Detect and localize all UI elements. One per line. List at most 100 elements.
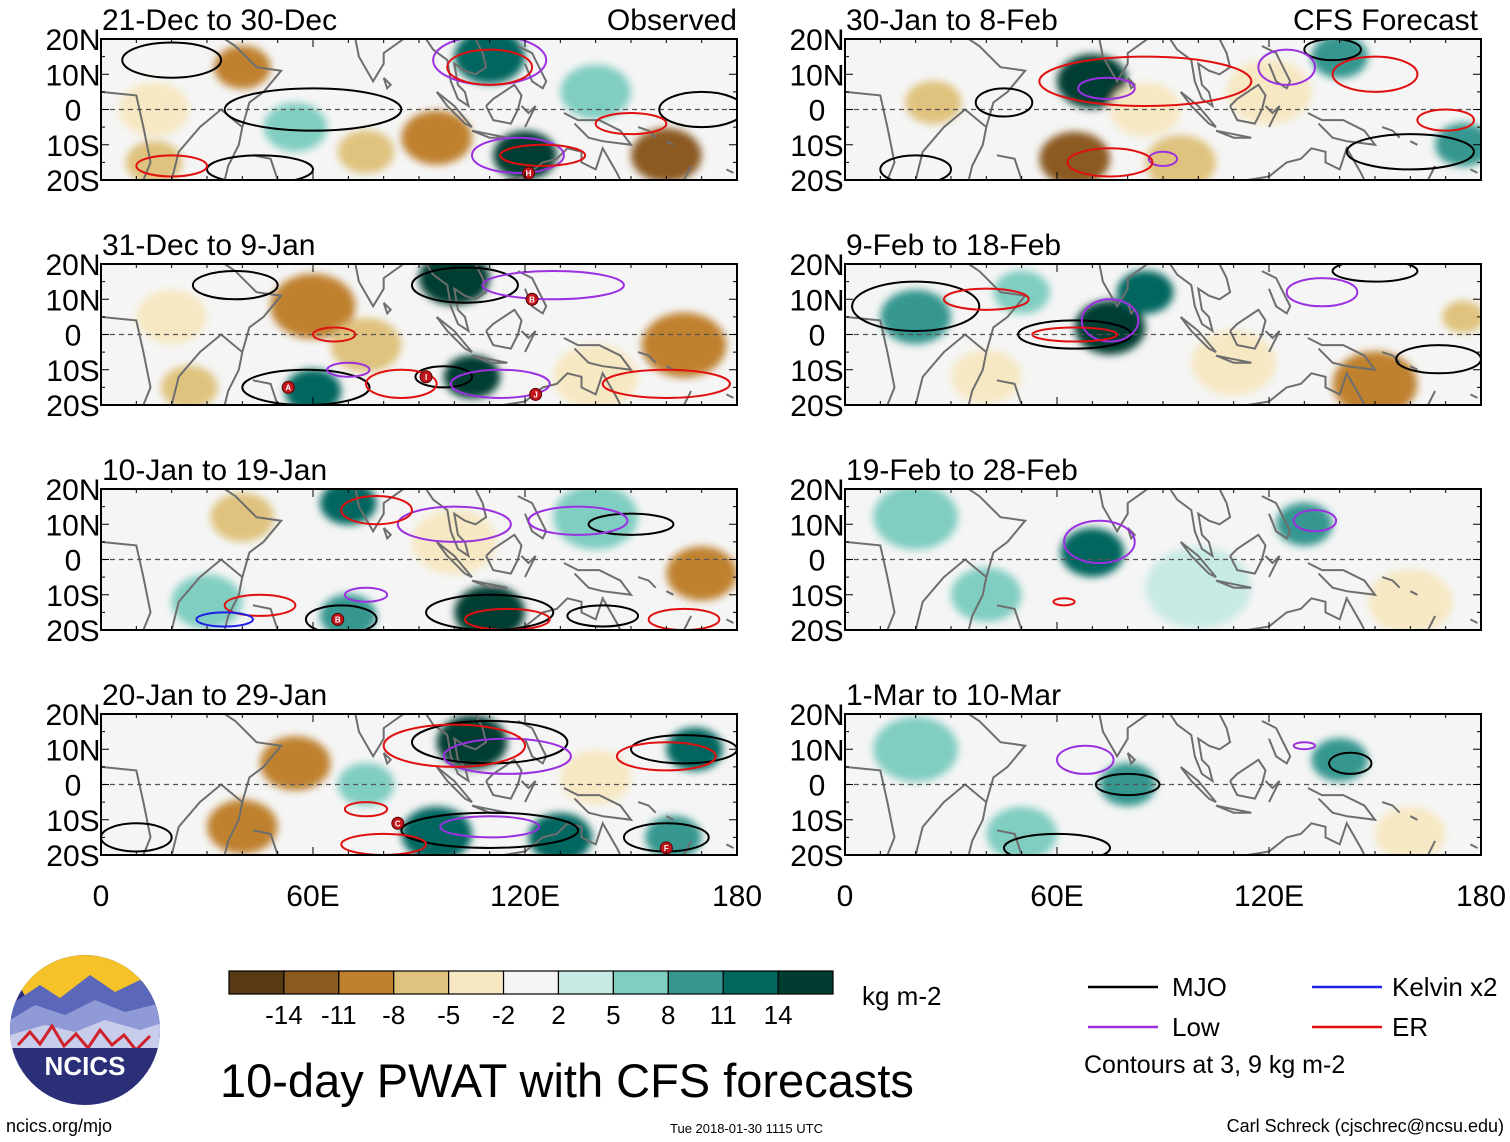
storm-marker-label: F [664, 844, 669, 853]
contour-mjo [400, 811, 579, 849]
colorbar-tick-label: -14 [265, 1000, 303, 1030]
coastline [914, 783, 988, 855]
coastline [1264, 555, 1281, 578]
contour-er [1031, 326, 1119, 343]
contour-mjo [658, 90, 737, 129]
coastline [1307, 562, 1378, 597]
colorbar-swatch [228, 970, 285, 995]
coastline [1381, 576, 1401, 589]
coastline [1264, 780, 1281, 803]
pwat-anomaly [645, 815, 702, 855]
lat-tick-label: 10S [790, 130, 843, 163]
coastline [1229, 533, 1267, 575]
pwat-anomaly [161, 365, 218, 405]
coastline [435, 766, 473, 803]
pwat-anomaly [631, 128, 702, 180]
contour-low [326, 361, 371, 378]
coastline [503, 820, 622, 855]
contour-mjo [851, 280, 981, 332]
storm-marker-label: B [335, 615, 341, 624]
coastline [563, 562, 634, 597]
coastline [471, 579, 508, 589]
colorbar-tick-label: 2 [551, 1000, 565, 1030]
coastline [665, 590, 674, 596]
pwat-anomaly [207, 799, 278, 854]
coastline [520, 330, 537, 353]
coastline [252, 604, 279, 630]
lat-tick-label: 10N [45, 284, 100, 317]
coastline [914, 558, 988, 630]
coastline [224, 489, 284, 578]
contour-mjo [974, 87, 1034, 118]
pwat-anomaly [214, 45, 271, 89]
pwat-anomaly [1435, 123, 1481, 167]
contour-er [1331, 55, 1419, 93]
coastline [563, 787, 634, 822]
coastline [1469, 393, 1478, 399]
coastline [996, 604, 1023, 630]
pwat-anomaly [320, 594, 377, 630]
colorbar-tick-label: 11 [710, 1000, 737, 1030]
contour-mjo [414, 365, 474, 389]
contour-low [1077, 76, 1136, 100]
coastline [1247, 595, 1366, 630]
lon-tick-label: 120E [1234, 880, 1304, 913]
contour-er [312, 326, 357, 343]
contour-mjo [587, 512, 675, 536]
lat-tick-label: 10S [46, 355, 99, 388]
coastline [968, 39, 1028, 128]
coastline [224, 39, 284, 128]
footer-url[interactable]: ncics.org/mjo [6, 1116, 112, 1136]
coastline [435, 91, 473, 128]
lat-tick-label: 10S [790, 805, 843, 838]
coastline [520, 105, 537, 128]
panel-title: 1-Mar to 10-Mar [846, 679, 1061, 712]
lat-tick-label: 0 [65, 95, 82, 128]
coastline [352, 489, 406, 534]
pwat-anomaly [284, 369, 342, 405]
coastline [637, 126, 657, 139]
contour-er [340, 495, 413, 526]
contour-mjo [223, 87, 403, 132]
contour-mjo [191, 270, 279, 301]
coastline [1469, 618, 1478, 624]
pwat-anomaly [270, 273, 356, 339]
contour-low [439, 815, 541, 839]
contour-er [594, 112, 668, 136]
legend-low-label: Low [1172, 1012, 1220, 1042]
logo-text: NCICS [45, 1051, 126, 1081]
coastline [996, 154, 1023, 180]
lat-tick-label: 10S [790, 355, 843, 388]
coastline [1261, 720, 1292, 765]
coastline [1179, 316, 1217, 353]
pwat-anomaly [401, 110, 472, 165]
coastline [520, 780, 537, 803]
coastline [725, 168, 734, 174]
coastline [725, 393, 734, 399]
lat-tick-label: 20N [789, 699, 844, 732]
pwat-anomaly [1117, 270, 1174, 314]
coastline [1229, 83, 1267, 125]
pwat-anomaly [873, 716, 959, 782]
lon-tick-label: 180 [712, 880, 762, 913]
colorbar-swatch [777, 970, 834, 995]
coastline [382, 77, 393, 91]
colorbar-swatch [283, 970, 340, 995]
coastline [725, 618, 734, 624]
lat-tick-label: 0 [65, 770, 82, 803]
coastline [1096, 714, 1150, 759]
coastline [563, 112, 634, 147]
pwat-anomaly [263, 102, 328, 152]
pwat-anomaly [993, 270, 1050, 314]
coastline [845, 765, 896, 855]
coastline [425, 714, 488, 784]
pwat-anomaly [493, 130, 557, 180]
pwat-anomaly [873, 489, 959, 550]
colorbar-swatch [448, 970, 505, 995]
pwat-anomaly [880, 289, 952, 345]
lon-tick-label: 0 [93, 880, 110, 913]
coastline [425, 489, 488, 559]
lon-tick-label: 60E [1030, 880, 1083, 913]
